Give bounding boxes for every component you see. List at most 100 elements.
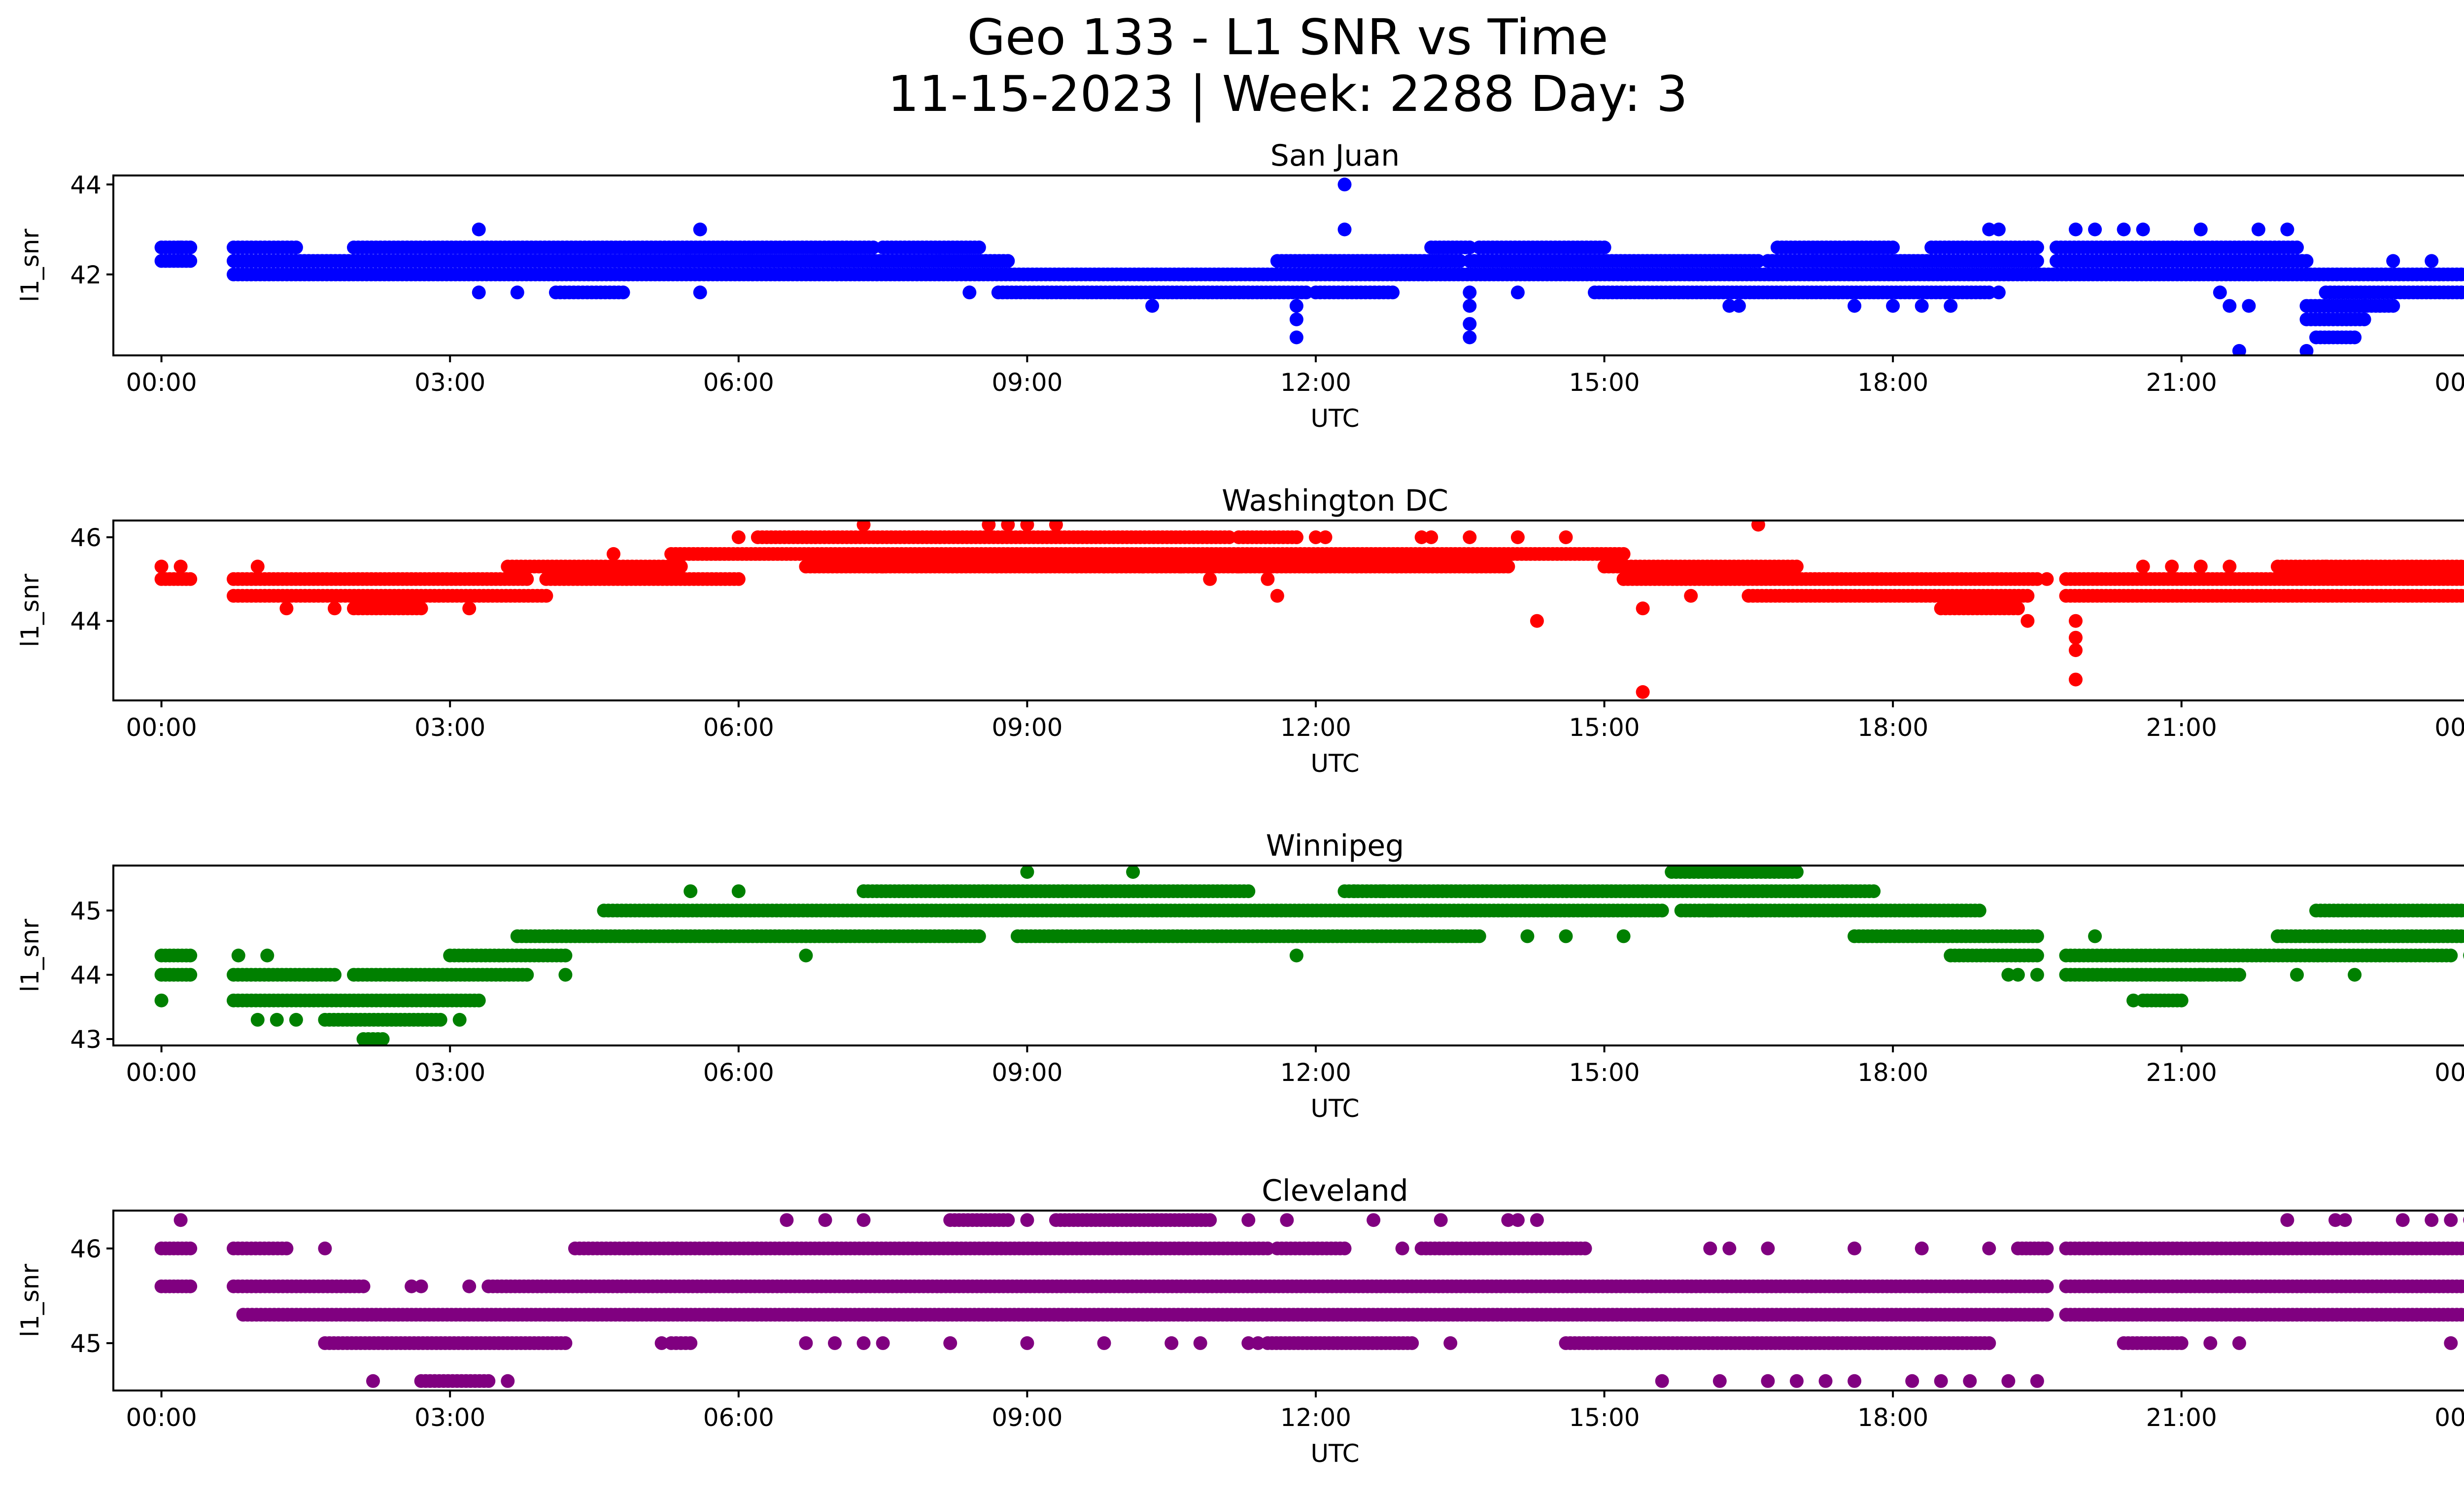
data-band (2299, 313, 2371, 326)
x-tick-label: 00:00 (2434, 368, 2464, 397)
data-point (328, 968, 342, 982)
data-point (1289, 530, 1303, 544)
data-band (227, 589, 2464, 603)
data-point (2088, 929, 2102, 943)
data-point (2030, 929, 2044, 943)
x-tick-label: 03:00 (414, 368, 485, 397)
subplot-title: Washington DC (1222, 484, 1448, 518)
data-point (1751, 254, 1765, 268)
data-point (1703, 904, 1717, 918)
data-outliers (173, 177, 2439, 355)
data-band (943, 1213, 1217, 1227)
data-point (2232, 344, 2246, 355)
data-point (183, 968, 198, 982)
data-outliers (154, 521, 2464, 699)
data-point (183, 241, 198, 254)
data-point (1789, 866, 1804, 879)
y-tick-label: 42 (70, 261, 102, 289)
y-tick-label: 43 (70, 1025, 102, 1054)
data-point (1376, 884, 1390, 899)
data-point (1510, 530, 1525, 544)
x-tick-label: 18:00 (1857, 368, 1928, 397)
y-axis-label: l1_snr (16, 919, 44, 992)
data-point (1453, 254, 1467, 268)
data-point (183, 1241, 198, 1255)
data-point (183, 948, 198, 963)
x-tick-label: 06:00 (703, 713, 774, 742)
data-band (548, 285, 2464, 300)
data-point (279, 1241, 294, 1255)
data-point (2319, 559, 2333, 574)
data-point (1020, 521, 1034, 532)
data-point (972, 929, 986, 943)
data-point (1337, 177, 1352, 192)
x-tick-label: 00:00 (126, 713, 197, 742)
x-tick-label: 15:00 (1569, 368, 1640, 397)
data-point (2459, 285, 2464, 299)
data-point (1886, 299, 1900, 313)
data-point (2459, 929, 2464, 943)
data-point (183, 1279, 198, 1293)
data-band (154, 1241, 2464, 1255)
data-point (1289, 330, 1303, 345)
subplot-title: San Juan (1270, 139, 1400, 173)
data-point (433, 1012, 447, 1027)
data-point (452, 1012, 467, 1027)
data-band (154, 1279, 2464, 1293)
data-point (1732, 299, 1746, 313)
data-point (856, 521, 871, 532)
data-point (2126, 993, 2141, 1008)
x-tick-label: 06:00 (703, 368, 774, 397)
x-tick-label: 03:00 (414, 713, 485, 742)
data-point (2386, 299, 2400, 313)
y-axis-label: l1_snr (16, 229, 44, 302)
data-point (1982, 285, 1996, 300)
x-tick-label: 03:00 (414, 1058, 485, 1087)
data-point (2357, 313, 2371, 326)
data-point (1559, 929, 1573, 943)
x-tick-label: 09:00 (992, 368, 1062, 397)
x-tick-label: 09:00 (992, 713, 1062, 742)
subplot-san-juan: San Juan 00:00 03:00 06:00 09:00 12:00 15:00 18… (16, 139, 2464, 433)
data-point (2280, 222, 2294, 237)
data-point (1270, 589, 1284, 603)
x-tick-label: 06:00 (703, 1058, 774, 1087)
data-point (607, 547, 620, 561)
data-point (1289, 313, 1303, 326)
data-point (2040, 572, 2054, 586)
data-point (472, 993, 486, 1008)
x-tick-label: 21:00 (2146, 713, 2217, 742)
x-tick-label: 00:00 (2434, 1058, 2464, 1087)
data-point (1001, 254, 1015, 268)
data-band (510, 929, 2464, 943)
data-point (2213, 285, 2227, 300)
data-point (2425, 254, 2439, 268)
data-point (1991, 222, 2006, 237)
x-tick-label: 12:00 (1280, 713, 1351, 742)
data-point (866, 241, 881, 254)
data-point (1203, 572, 1217, 586)
data-point (2030, 241, 2044, 254)
data-point (731, 884, 746, 899)
data-band (356, 1032, 390, 1045)
data-point (2251, 222, 2265, 237)
figure-title-line1: Geo 133 - L1 SNR vs Time (967, 8, 1608, 66)
data-point (558, 968, 573, 982)
x-tick-label: 12:00 (1280, 368, 1351, 397)
x-axis-label: UTC (1310, 749, 1359, 778)
data-point (1232, 559, 1246, 574)
data-point (2357, 299, 2371, 313)
data-point (472, 285, 486, 300)
data-point (183, 254, 198, 268)
data-point (1001, 1213, 1015, 1227)
data-band (751, 530, 1303, 544)
data-point (982, 521, 996, 532)
data-point (1203, 1213, 1217, 1227)
data-band (2299, 299, 2400, 313)
data-point (1684, 589, 1698, 603)
data-point (2069, 643, 2083, 658)
data-point (2136, 222, 2150, 237)
data-point (1463, 317, 1477, 331)
data-point (616, 285, 630, 300)
data-band (2309, 330, 2362, 345)
